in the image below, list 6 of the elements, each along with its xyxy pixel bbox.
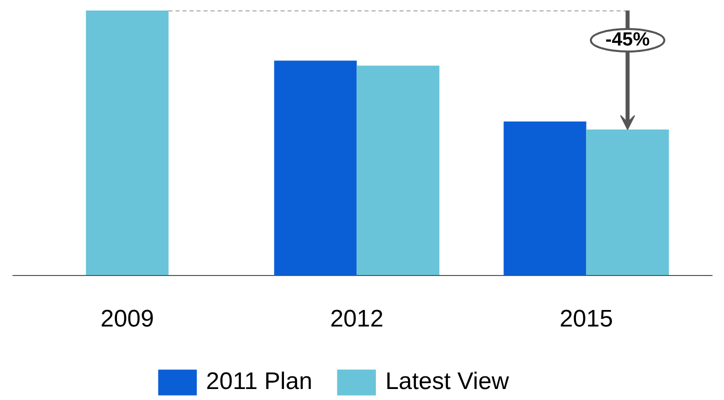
legend-label: 2011 Plan [206, 368, 312, 396]
x-tick-label: 2015 [560, 306, 613, 332]
annotation: -45% [605, 30, 650, 51]
legend-label: Latest View [385, 368, 509, 396]
x-tick-label: 2012 [330, 306, 384, 332]
x-tick-label: 2009 [100, 306, 154, 332]
